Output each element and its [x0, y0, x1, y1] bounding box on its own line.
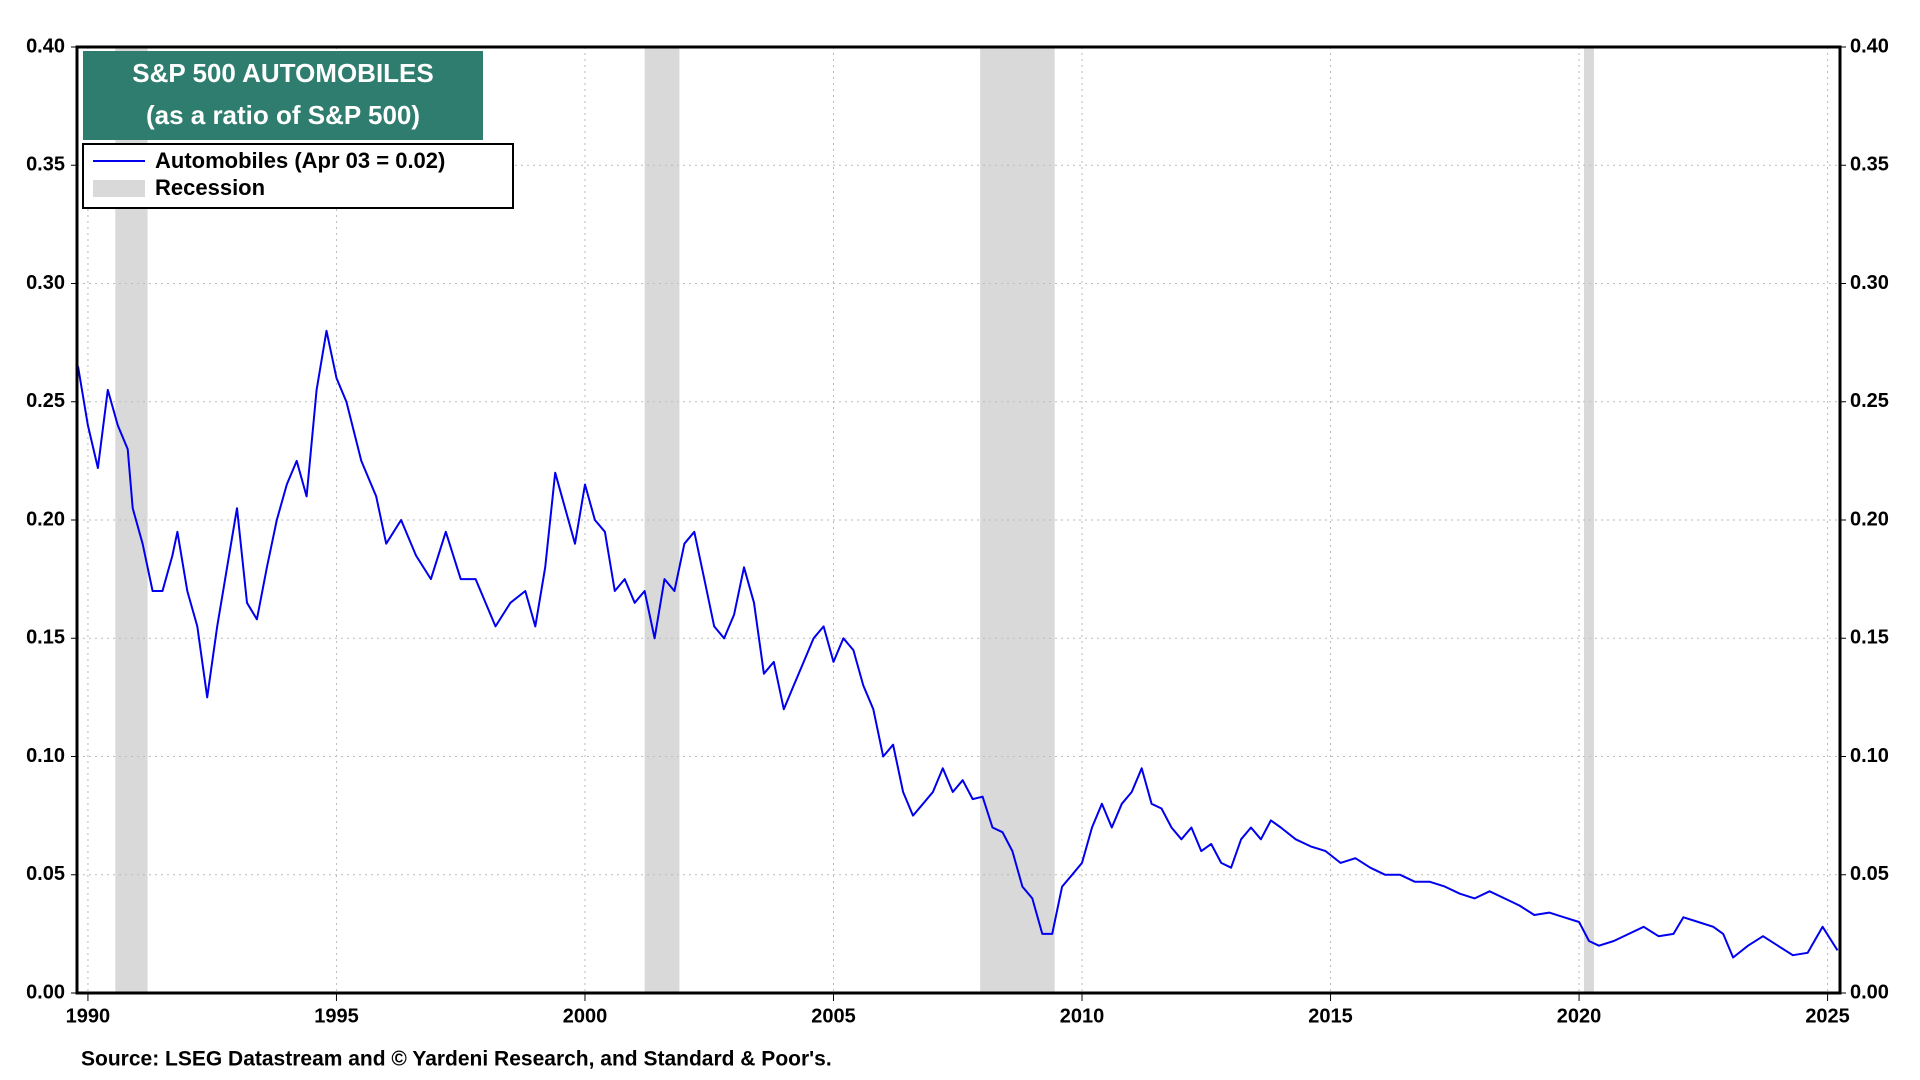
y2-tick-label: 0.30	[1850, 272, 1889, 294]
y2-tick-label: 0.15	[1850, 627, 1889, 649]
y-tick-label: 0.20	[26, 508, 65, 530]
legend-box	[82, 143, 514, 209]
y-tick-label: 0.00	[26, 981, 65, 1003]
legend-label: Automobiles (Apr 03 = 0.02)	[155, 148, 445, 173]
source-note: Source: LSEG Datastream and © Yardeni Re…	[81, 1048, 832, 1071]
legend-label: Recession	[155, 175, 265, 200]
y2-tick-label: 0.40	[1850, 35, 1889, 57]
y2-tick-label: 0.20	[1850, 508, 1889, 530]
recession-band	[644, 47, 680, 993]
x-tick-label: 2025	[1805, 1005, 1850, 1027]
y-tick-label: 0.40	[26, 35, 65, 57]
x-tick-label: 1990	[66, 1005, 111, 1027]
y2-tick-label: 0.25	[1850, 390, 1889, 412]
y2-tick-label: 0.10	[1850, 745, 1889, 767]
data-line	[77, 329, 1839, 959]
title-box	[83, 51, 483, 140]
legend-swatch	[93, 180, 145, 197]
recession-band	[1584, 47, 1594, 993]
y2-tick-label: 0.05	[1850, 863, 1889, 885]
y-tick-label: 0.05	[26, 863, 65, 885]
x-tick-label: 2020	[1557, 1005, 1602, 1027]
y-tick-label: 0.35	[26, 154, 65, 176]
y-tick-label: 0.30	[26, 272, 65, 294]
chart-subtitle: (as a ratio of S&P 500)	[146, 100, 420, 130]
y-tick-label: 0.25	[26, 390, 65, 412]
y-tick-label: 0.15	[26, 627, 65, 649]
x-tick-label: 2005	[811, 1005, 856, 1027]
x-tick-label: 2000	[563, 1005, 608, 1027]
x-tick-label: 2010	[1060, 1005, 1105, 1027]
x-tick-label: 1995	[314, 1005, 359, 1027]
chart-title: S&P 500 AUTOMOBILES	[132, 58, 434, 88]
y2-tick-label: 0.35	[1850, 154, 1889, 176]
y2-tick-label: 0.00	[1850, 981, 1889, 1003]
y-tick-label: 0.10	[26, 745, 65, 767]
x-tick-label: 2015	[1308, 1005, 1353, 1027]
recession-band	[980, 47, 1055, 993]
